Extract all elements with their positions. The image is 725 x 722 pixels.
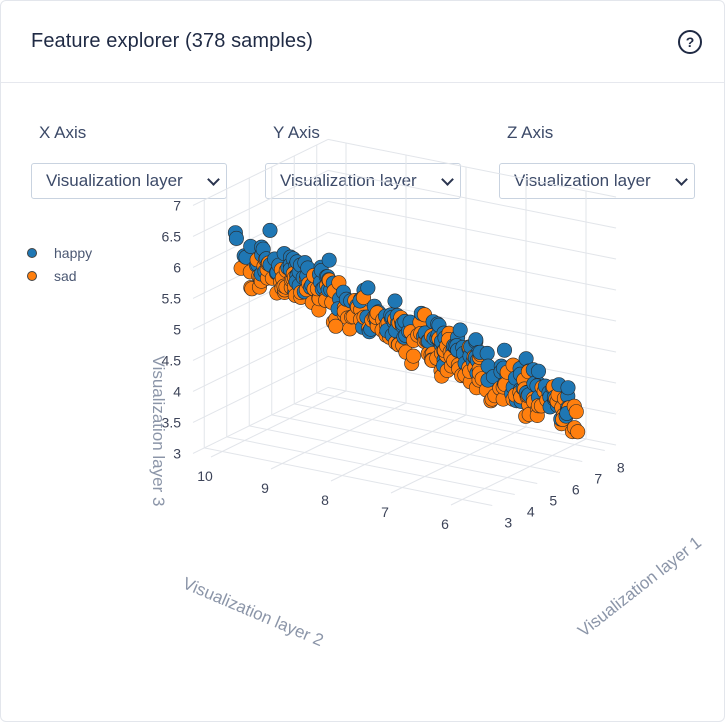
- data-point-happy[interactable]: [360, 280, 376, 296]
- grid-line: [327, 138, 617, 198]
- data-point-sad[interactable]: [405, 348, 421, 364]
- y-axis-select[interactable]: Visualization layer: [265, 163, 461, 199]
- help-circle-icon[interactable]: ?: [678, 29, 702, 54]
- legend-label-happy: happy: [54, 244, 93, 261]
- grid-line: [249, 425, 538, 484]
- grid-line: [226, 436, 515, 495]
- y-axis-label: Y Axis: [273, 123, 320, 142]
- data-point-happy[interactable]: [496, 342, 512, 358]
- y-tick-label: 9: [261, 480, 269, 496]
- grid-line: [327, 231, 617, 291]
- grid-line: [192, 324, 329, 392]
- grid-line: [192, 200, 329, 268]
- data-point-happy[interactable]: [479, 345, 495, 361]
- y-tick-label: 10: [197, 468, 213, 484]
- legend-label-sad: sad: [54, 267, 77, 284]
- data-point-sad[interactable]: [570, 424, 586, 440]
- data-point-happy[interactable]: [228, 230, 244, 246]
- y-tick-label: 7: [381, 504, 389, 520]
- grid-line: [327, 169, 617, 229]
- legend-marker-sad: [27, 270, 37, 281]
- x-tick-label: 4: [527, 504, 535, 520]
- z-tick-label: 3.5: [162, 414, 182, 430]
- y-axis-selector: Y Axis Visualization layer: [265, 119, 465, 199]
- x-tick-label: 8: [617, 460, 625, 476]
- z-tick-label: 4: [173, 383, 181, 399]
- z-axis-select[interactable]: Visualization layer: [499, 163, 695, 199]
- x-axis-selector: X Axis Visualization layer: [31, 119, 231, 199]
- z-tick-label: 7: [173, 197, 181, 213]
- y-tick-label: 6: [441, 516, 449, 532]
- z-axis-title: Visualization layer 3: [149, 356, 168, 507]
- grid-line: [327, 200, 617, 260]
- z-tick-label: 5: [173, 321, 181, 337]
- grid-line: [271, 414, 560, 473]
- grid-line: [192, 386, 329, 454]
- data-point-happy[interactable]: [321, 252, 337, 268]
- z-tick-label: 6: [173, 259, 181, 275]
- x-axis-label: X Axis: [39, 123, 87, 142]
- x-axis-select[interactable]: Visualization layer: [31, 163, 227, 199]
- x-tick-label: 7: [594, 471, 602, 487]
- legend-item-sad[interactable]: sad: [27, 264, 92, 287]
- data-point-happy[interactable]: [468, 332, 484, 348]
- z-tick-label: 5.5: [162, 290, 182, 306]
- y-axis-title: Visualization layer 2: [180, 574, 326, 650]
- legend-marker-happy: [27, 247, 37, 258]
- x-tick-label: 6: [572, 482, 580, 498]
- data-point-happy[interactable]: [530, 363, 546, 379]
- grid-line: [330, 414, 467, 482]
- z-tick-label: 3: [173, 445, 181, 461]
- grid-line: [450, 438, 587, 506]
- grid-line: [270, 402, 407, 470]
- grid-line: [192, 355, 329, 423]
- data-point-happy[interactable]: [452, 322, 468, 338]
- page-title: Feature explorer (378 samples): [31, 30, 314, 52]
- x-axis-select-value: Visualization layer: [46, 171, 183, 190]
- grid-line: [316, 392, 605, 451]
- data-point-sad[interactable]: [568, 404, 584, 420]
- grid-line: [294, 403, 583, 462]
- card-header: Feature explorer (378 samples) ?: [1, 1, 724, 83]
- chart-legend: happy sad: [27, 241, 92, 287]
- axis-titles: Visualization layer 3 Visualization layer…: [149, 356, 705, 651]
- legend-item-happy[interactable]: happy: [27, 241, 92, 264]
- grid-line: [192, 138, 329, 206]
- grid-line: [192, 169, 329, 237]
- data-point-happy[interactable]: [262, 222, 278, 238]
- data-point-happy[interactable]: [387, 293, 403, 309]
- x-tick-label: 5: [549, 493, 557, 509]
- grid-line: [390, 426, 527, 494]
- data-points: [227, 222, 586, 440]
- z-tick-label: 6.5: [162, 228, 182, 244]
- grid-line: [210, 390, 347, 458]
- z-axis-select-value: Visualization layer: [514, 171, 651, 190]
- z-tick-label: 4.5: [162, 352, 182, 368]
- x-axis-title: Visualization layer 1: [574, 533, 705, 641]
- y-tick-label: 8: [321, 492, 329, 508]
- z-axis-label: Z Axis: [507, 123, 554, 142]
- data-point-happy[interactable]: [560, 380, 576, 396]
- x-tick-label: 3: [504, 515, 512, 531]
- z-axis-selector: Z Axis Visualization layer: [499, 119, 699, 199]
- grid-line: [204, 447, 493, 506]
- axis-selectors: X Axis Visualization layer Y Axis Visual…: [31, 119, 695, 209]
- y-axis-select-value: Visualization layer: [280, 171, 417, 190]
- grid-line: [327, 262, 617, 322]
